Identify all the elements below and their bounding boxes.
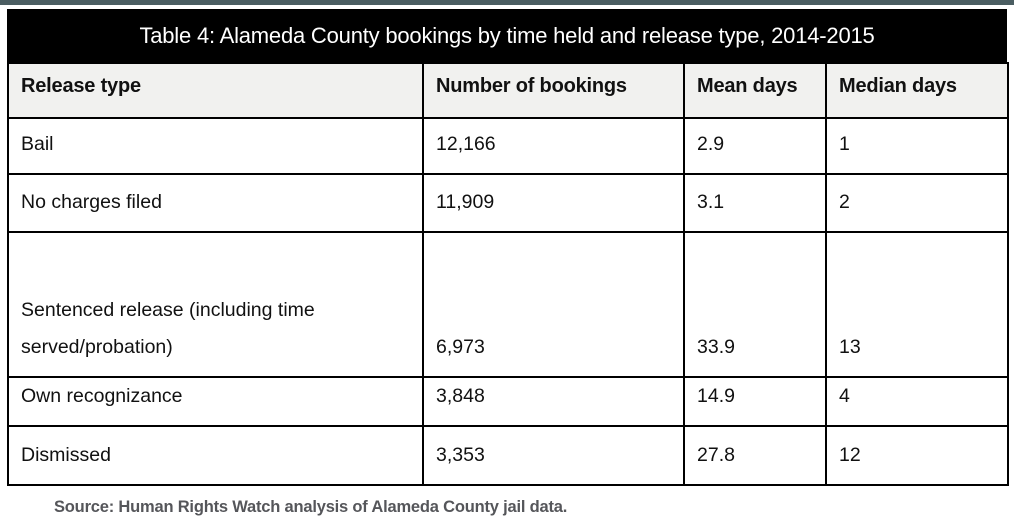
- cell-bookings: 6,973: [422, 231, 685, 378]
- bookings-table: Release type Number of bookings Mean day…: [7, 62, 1009, 486]
- table-row: Bail 12,166 2.9 1: [7, 117, 1009, 175]
- table-header-row: Release type Number of bookings Mean day…: [7, 62, 1009, 119]
- cell-bookings: 3,848: [422, 376, 685, 427]
- cell-mean-days: 3.1: [683, 173, 827, 233]
- table-row: Sentenced release (including time served…: [7, 231, 1009, 378]
- cell-bookings: 12,166: [422, 117, 685, 175]
- table-title: Table 4: Alameda County bookings by time…: [139, 22, 875, 48]
- cell-median-days: 1: [825, 117, 1009, 175]
- table-row: Dismissed 3,353 27.8 12: [7, 425, 1009, 486]
- cell-release-type: No charges filed: [7, 173, 424, 233]
- source-note: Source: Human Rights Watch analysis of A…: [54, 498, 568, 516]
- cell-mean-days: 27.8: [683, 425, 827, 486]
- cell-median-days: 4: [825, 376, 1009, 427]
- cell-median-days: 2: [825, 173, 1009, 233]
- cell-release-type: Dismissed: [7, 425, 424, 486]
- column-header-mean-days: Mean days: [683, 62, 827, 119]
- cell-median-days: 12: [825, 425, 1009, 486]
- bookings-table-block: Table 4: Alameda County bookings by time…: [7, 9, 1009, 517]
- table-row: No charges filed 11,909 3.1 2: [7, 173, 1009, 233]
- table-title-bar: Table 4: Alameda County bookings by time…: [7, 9, 1007, 62]
- table-row: Own recognizance 3,848 14.9 4: [7, 376, 1009, 427]
- top-accent-bar: [0, 0, 1014, 5]
- cell-release-type: Sentenced release (including time served…: [7, 231, 424, 378]
- cell-mean-days: 14.9: [683, 376, 827, 427]
- cell-mean-days: 2.9: [683, 117, 827, 175]
- cell-bookings: 3,353: [422, 425, 685, 486]
- column-header-median-days: Median days: [825, 62, 1009, 119]
- column-header-number-of-bookings: Number of bookings: [422, 62, 685, 119]
- cell-release-type: Own recognizance: [7, 376, 424, 427]
- cell-bookings: 11,909: [422, 173, 685, 233]
- cell-mean-days: 33.9: [683, 231, 827, 378]
- cell-release-type: Bail: [7, 117, 424, 175]
- column-header-release-type: Release type: [7, 62, 424, 119]
- cell-median-days: 13: [825, 231, 1009, 378]
